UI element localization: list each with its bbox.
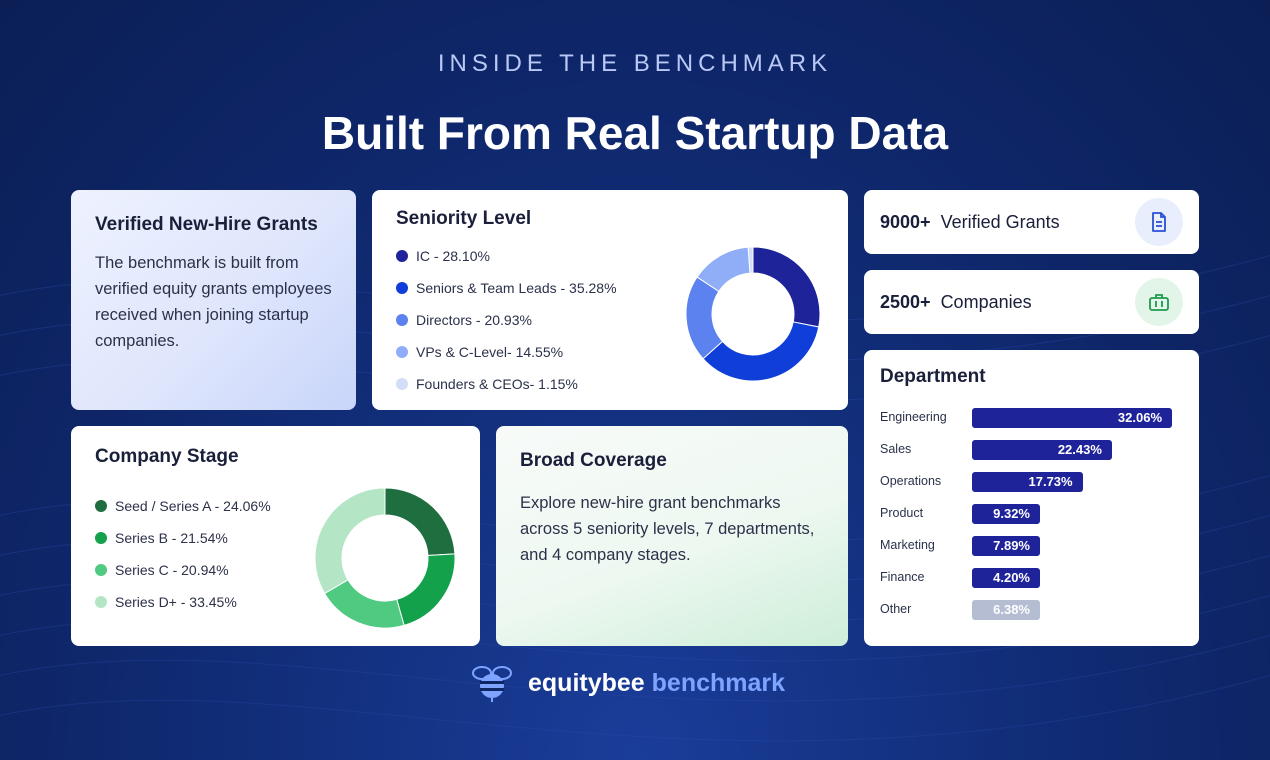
company-stage-title: Company Stage (95, 446, 239, 467)
verified-grants-title: Verified New-Hire Grants (95, 214, 318, 235)
legend-swatch (95, 564, 107, 576)
legend-item: Series B - 21.54% (95, 522, 456, 554)
department-label: Engineering (880, 410, 947, 424)
company-stage-legend: Seed / Series A - 24.06% Series B - 21.54… (95, 490, 456, 618)
seniority-card: Seniority Level IC - 28.10% Seniors & Tea… (372, 190, 848, 410)
legend-swatch (396, 346, 408, 358)
verified-grants-stat: 9000+ Verified Grants (864, 190, 1199, 254)
legend-swatch (396, 314, 408, 326)
legend-item: Seniors & Team Leads - 35.28% (396, 272, 824, 304)
logo-brand: equitybee (528, 668, 645, 697)
verified-grants-body: The benchmark is built from verified equ… (95, 254, 332, 350)
legend-label: Seed / Series A - 24.06% (115, 498, 271, 514)
eyebrow-heading: INSIDE THE BENCHMARK (437, 50, 833, 77)
legend-swatch (95, 596, 107, 608)
department-bar: 7.89% (972, 536, 1040, 556)
legend-item: VPs & C-Level- 14.55% (396, 336, 824, 368)
broad-coverage-title: Broad Coverage (520, 450, 667, 471)
legend-label: Directors - 20.93% (416, 312, 532, 328)
companies-label: Companies (940, 291, 1032, 312)
department-row: Engineering 32.06% (880, 408, 1183, 428)
legend-label: Series C - 20.94% (115, 562, 229, 578)
department-label: Finance (880, 570, 925, 584)
legend-label: IC - 28.10% (416, 248, 490, 264)
legend-label: Founders & CEOs- 1.15% (416, 376, 578, 392)
verified-grants-card: Verified New-Hire Grants The benchmark i… (71, 190, 356, 410)
logo-wordmark: equitybee benchmark (528, 669, 785, 698)
department-label: Marketing (880, 538, 935, 552)
department-card: Department Engineering 32.06% Sales 22.43% O… (864, 350, 1199, 646)
department-label: Operations (880, 474, 942, 488)
legend-swatch (396, 378, 408, 390)
companies-stat: 2500+ Companies (864, 270, 1199, 334)
broad-coverage-body: Explore new-hire grant benchmarks across… (520, 494, 815, 564)
department-row: Product 9.32% (880, 504, 1183, 524)
equitybee-logo: equitybee benchmark (470, 664, 785, 702)
company-stage-donut-chart (314, 487, 456, 629)
legend-swatch (396, 282, 408, 294)
donut-slice (314, 487, 386, 595)
grants-label: Verified Grants (940, 211, 1060, 232)
donut-slice (752, 246, 821, 328)
grants-count: 9000+ (880, 211, 931, 232)
broad-coverage-card: Broad Coverage Explore new-hire grant be… (496, 426, 848, 646)
legend-item: Series C - 20.94% (95, 554, 456, 586)
seniority-title: Seniority Level (396, 208, 532, 229)
briefcase-icon (1135, 278, 1183, 326)
legend-swatch (95, 532, 107, 544)
department-bar: 22.43% (972, 440, 1112, 460)
department-bar: 9.32% (972, 504, 1040, 524)
department-row: Finance 4.20% (880, 568, 1183, 588)
legend-item: Directors - 20.93% (396, 304, 824, 336)
seniority-legend: IC - 28.10% Seniors & Team Leads - 35.28%… (396, 240, 824, 400)
legend-item: Seed / Series A - 24.06% (95, 490, 456, 522)
department-row: Other 6.38% (880, 600, 1183, 620)
department-row: Operations 17.73% (880, 472, 1183, 492)
logo-product: benchmark (644, 668, 786, 697)
department-label: Sales (880, 442, 912, 456)
department-row: Marketing 7.89% (880, 536, 1183, 556)
page-title: Built From Real Startup Data (321, 107, 949, 159)
department-bar: 17.73% (972, 472, 1083, 492)
donut-slice (396, 553, 456, 626)
legend-label: Series D+ - 33.45% (115, 594, 237, 610)
department-label: Product (880, 506, 924, 520)
legend-label: Series B - 21.54% (115, 530, 228, 546)
company-stage-card: Company Stage Seed / Series A - 24.06% Se… (71, 426, 480, 646)
donut-slice (702, 321, 820, 382)
department-bar: 6.38% (972, 600, 1040, 620)
legend-item: Founders & CEOs- 1.15% (396, 368, 824, 400)
donut-slice (747, 246, 754, 274)
legend-swatch (95, 500, 107, 512)
department-bar: 4.20% (972, 568, 1040, 588)
legend-label: VPs & C-Level- 14.55% (416, 344, 564, 360)
donut-slice (384, 487, 456, 556)
seniority-donut-chart (685, 246, 821, 382)
legend-swatch (396, 250, 408, 262)
companies-count: 2500+ (880, 291, 931, 312)
department-bar: 32.06% (972, 408, 1172, 428)
department-title: Department (880, 366, 986, 387)
document-icon (1135, 198, 1183, 246)
department-row: Sales 22.43% (880, 440, 1183, 460)
legend-item: Series D+ - 33.45% (95, 586, 456, 618)
department-label: Other (880, 602, 912, 616)
bee-icon (472, 666, 512, 702)
legend-item: IC - 28.10% (396, 240, 824, 272)
legend-label: Seniors & Team Leads - 35.28% (416, 280, 617, 296)
